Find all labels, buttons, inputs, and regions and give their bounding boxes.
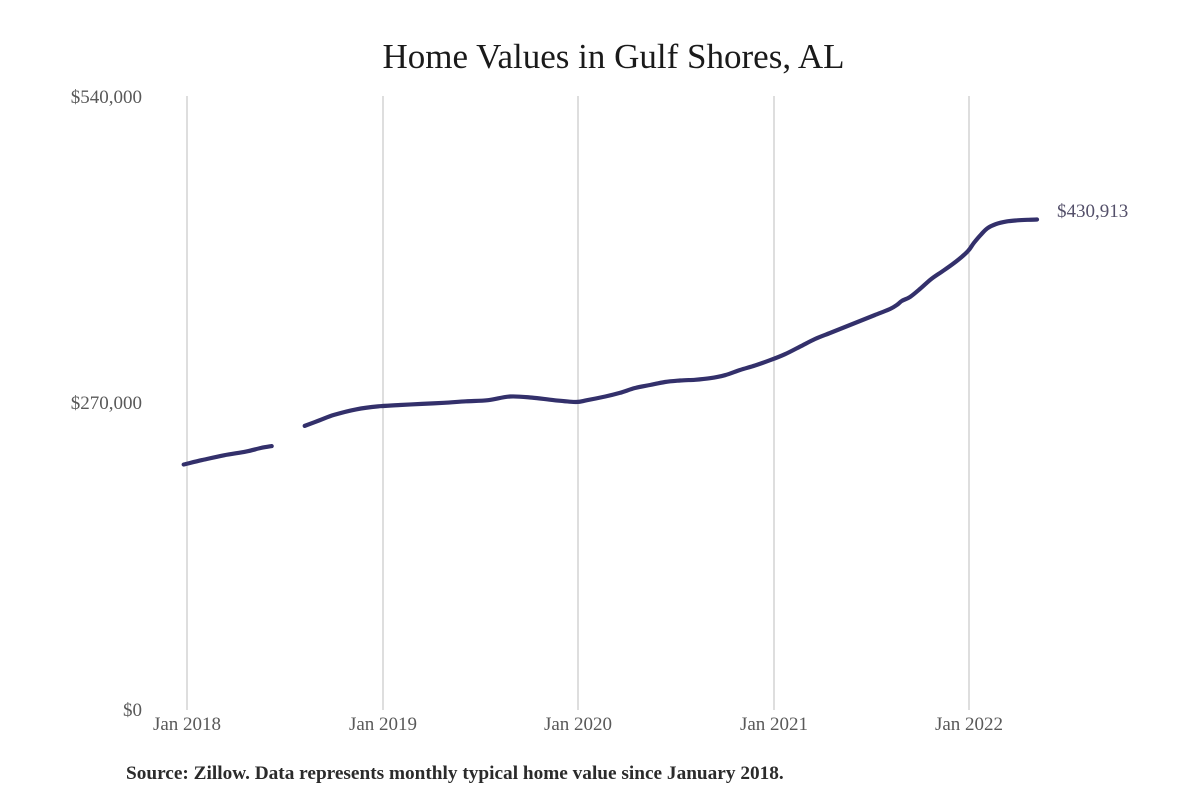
svg-text:$430,913: $430,913 bbox=[1057, 201, 1128, 222]
svg-text:$540,000: $540,000 bbox=[71, 87, 142, 108]
svg-text:$270,000: $270,000 bbox=[71, 393, 142, 414]
svg-text:Jan 2022: Jan 2022 bbox=[935, 714, 1003, 735]
svg-text:Jan 2018: Jan 2018 bbox=[153, 714, 221, 735]
svg-text:Jan 2021: Jan 2021 bbox=[740, 714, 808, 735]
svg-text:Jan 2020: Jan 2020 bbox=[544, 714, 612, 735]
svg-text:$0: $0 bbox=[123, 700, 142, 721]
svg-text:Jan 2019: Jan 2019 bbox=[349, 714, 417, 735]
